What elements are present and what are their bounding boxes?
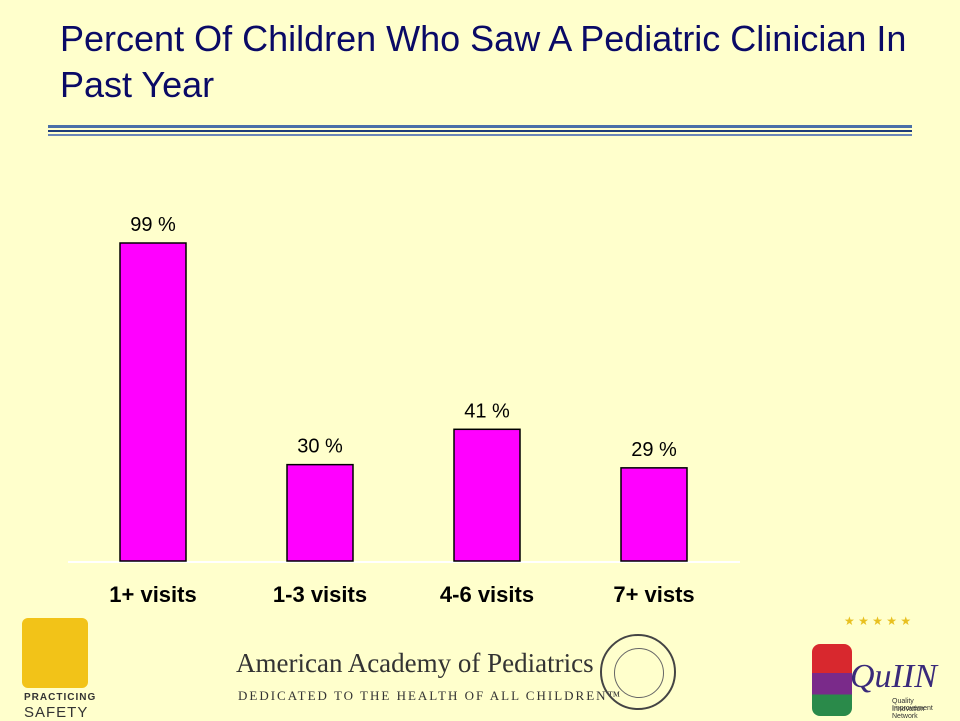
quiin-subtitle-2: Innovation Network (892, 706, 925, 720)
page-title: Percent Of Children Who Saw A Pediatric … (60, 18, 907, 105)
bar-4-6-visits (453, 428, 521, 562)
bar-1-3-visits (286, 463, 354, 562)
data-label: 29 % (631, 439, 677, 461)
bar-1-visits (119, 242, 187, 562)
aap-tagline: DEDICATED TO THE HEALTH OF ALL CHILDREN™ (238, 688, 623, 703)
practicing-safety-line1: PRACTICING (24, 692, 97, 703)
category-label: 1-3 visits (273, 582, 367, 607)
data-label: 30 % (297, 436, 343, 458)
child-figure-icon (812, 644, 852, 716)
title-divider (48, 130, 912, 132)
category-label: 1+ visits (109, 582, 196, 607)
aap-seal-icon (600, 634, 676, 710)
quiin-name: QuIIN (850, 658, 937, 695)
bar-7-vists (620, 467, 688, 562)
data-label: 41 % (464, 400, 510, 422)
stars-icon: ★ ★ ★ ★ ★ (844, 614, 912, 628)
quiin-subtitle-1: Quality Improvement (892, 698, 933, 712)
hand-icon (22, 618, 88, 688)
title-divider (48, 134, 912, 136)
practicing-safety-line2: SAFETY (24, 704, 89, 721)
title-divider (48, 125, 912, 128)
quiin-logo: ★ ★ ★ ★ ★ QuIIN Quality Improvement Inno… (800, 614, 950, 720)
aap-name: American Academy of Pediatrics (236, 648, 594, 678)
footer-logos: PRACTICING SAFETY American Academy of Pe… (0, 610, 960, 721)
bar-chart: 99 % 1+ visits 30 % 1-3 visits 41 % 4-6 visit… (68, 214, 740, 607)
category-label: 4-6 visits (440, 582, 534, 607)
category-label: 7+ vists (613, 582, 694, 607)
practicing-safety-logo: PRACTICING SAFETY (20, 618, 95, 721)
data-label: 99 % (130, 214, 176, 236)
